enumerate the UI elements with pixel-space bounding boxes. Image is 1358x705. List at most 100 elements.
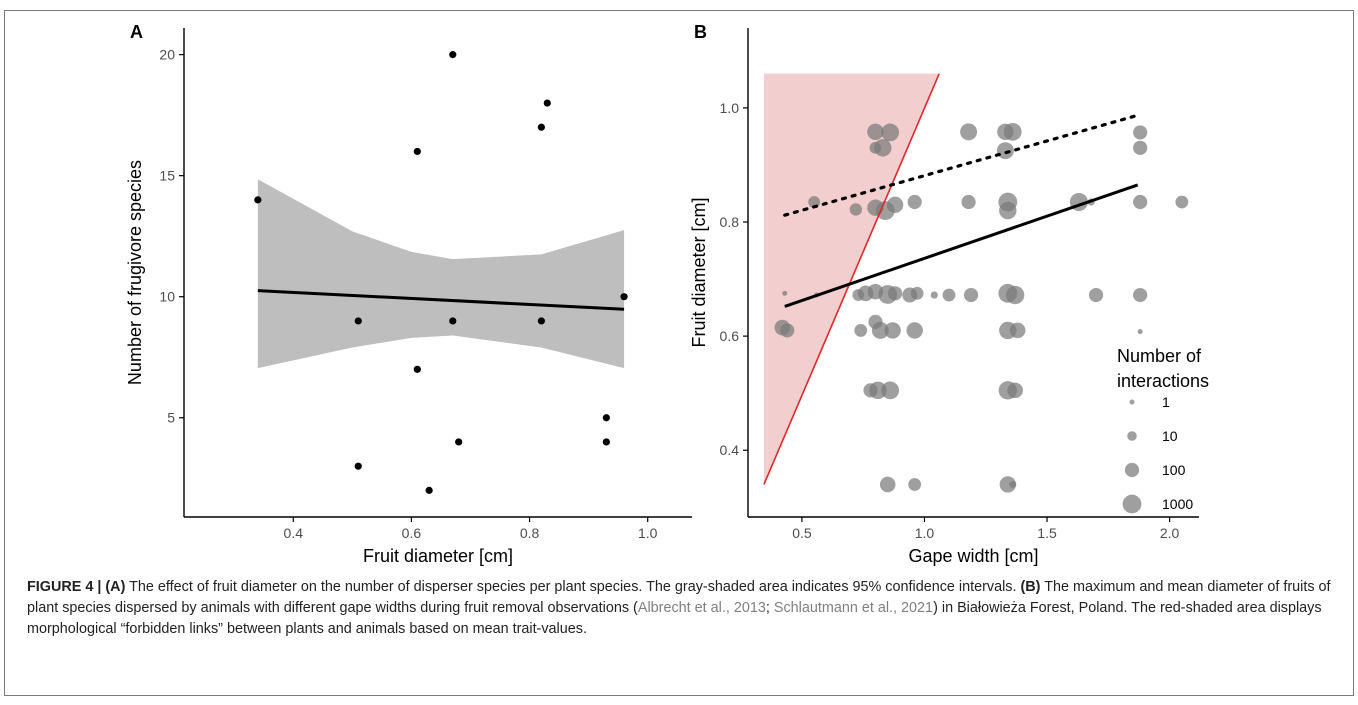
data-point: [602, 414, 610, 422]
caption-panel-a-tag: (A): [105, 579, 126, 595]
data-point: [413, 147, 421, 156]
interaction-point: [910, 286, 924, 300]
caption-reference-link[interactable]: Schlautmann et al., 2021: [773, 600, 934, 616]
interaction-point: [999, 201, 1017, 220]
legend-title-line: Number of: [1117, 346, 1202, 366]
x-tick-label: 0.6: [402, 525, 422, 541]
interaction-point: [1175, 195, 1189, 209]
data-point: [449, 51, 457, 59]
interaction-point: [1009, 480, 1017, 489]
x-tick-label: 1.0: [638, 525, 658, 541]
x-axis-title: Fruit diameter [cm]: [363, 546, 513, 566]
interaction-point: [869, 381, 887, 400]
interaction-point: [1133, 125, 1148, 140]
x-axis-title: Gape width [cm]: [908, 546, 1038, 566]
legend-key-circle: [1127, 431, 1137, 441]
interaction-point: [999, 476, 1017, 493]
interaction-point: [1133, 194, 1148, 210]
interaction-point: [879, 476, 896, 493]
interaction-point: [906, 322, 923, 339]
interaction-point: [849, 203, 863, 216]
y-tick-label: 15: [159, 168, 175, 184]
interaction-point: [854, 324, 868, 337]
y-tick-label: 0.6: [720, 328, 740, 344]
legend-key-circle: [1124, 462, 1140, 478]
data-point: [354, 462, 362, 470]
y-tick-label: 0.8: [720, 214, 740, 230]
interaction-point: [1133, 140, 1148, 155]
data-point: [602, 438, 610, 446]
mean-fit-line: [784, 183, 1139, 308]
regression-line: [257, 289, 625, 311]
interaction-point: [1088, 287, 1104, 303]
figure-caption: FIGURE 4 | (A) The effect of fruit diame…: [27, 577, 1337, 640]
data-point: [254, 196, 262, 204]
x-tick-label: 2.0: [1160, 525, 1180, 541]
interaction-point: [871, 321, 889, 339]
caption-separator: ;: [765, 600, 774, 616]
x-tick-label: 0.4: [284, 525, 304, 541]
interaction-point: [881, 123, 900, 142]
interaction-point: [881, 381, 900, 400]
interaction-point: [996, 142, 1014, 160]
y-tick-label: 20: [159, 47, 175, 63]
interaction-point: [1137, 329, 1143, 335]
interaction-point: [961, 194, 976, 210]
caption-panel-b-tag: (B): [1020, 579, 1041, 595]
y-tick-label: 1.0: [720, 100, 740, 116]
interaction-point: [884, 322, 901, 339]
legend-title-line: interactions: [1117, 371, 1209, 391]
y-tick-label: 0.4: [720, 442, 740, 458]
legend-key-circle: [1122, 494, 1142, 514]
data-point: [620, 293, 628, 301]
interaction-point: [1005, 285, 1025, 305]
data-point: [543, 99, 551, 107]
panel-label: B: [694, 22, 707, 42]
data-point: [537, 317, 545, 325]
caption-label: FIGURE 4 |: [27, 579, 106, 595]
data-point: [537, 123, 545, 131]
caption-part-c: ) in Białowieża Forest, Poland. The red-…: [27, 600, 1322, 637]
legend-label: 1000: [1162, 496, 1193, 512]
interaction-point: [963, 287, 979, 303]
y-axis-title: Fruit diameter [cm]: [689, 197, 709, 347]
interaction-point: [867, 123, 884, 141]
x-tick-label: 0.8: [520, 525, 540, 541]
y-tick-label: 5: [167, 410, 175, 426]
data-point: [449, 317, 457, 325]
legend-label: 10: [1162, 428, 1178, 444]
interaction-point: [780, 323, 795, 338]
interaction-point: [782, 290, 788, 296]
interaction-point: [874, 139, 892, 157]
interaction-point: [886, 196, 904, 214]
data-point: [455, 438, 463, 446]
interaction-point: [942, 288, 956, 302]
x-tick-label: 1.5: [1037, 525, 1057, 541]
y-axis-title: Number of frugivore species: [125, 160, 145, 385]
interaction-point: [1003, 122, 1022, 141]
data-point: [413, 365, 421, 373]
forbidden-boundary-line: [763, 73, 940, 485]
caption-part-a: The effect of fruit diameter on the numb…: [125, 579, 1021, 595]
confidence-band: [257, 179, 625, 369]
y-tick-label: 10: [159, 289, 175, 305]
max-fit-line: [783, 113, 1140, 217]
interaction-point: [887, 286, 903, 301]
interaction-point: [908, 478, 922, 491]
interaction-point: [907, 194, 922, 210]
legend-label: 100: [1162, 462, 1186, 478]
panel-label: A: [130, 22, 143, 42]
caption-part-b: The maximum and mean diameter of fruits …: [27, 579, 1331, 616]
panel-b-chart: 0.5 1.0 1.5 2.0 0.4 0.6 0.8 1.0 Gape width [cm] F…: [689, 22, 1209, 566]
interaction-point: [1007, 382, 1023, 399]
data-point: [425, 486, 433, 494]
legend-key-circle: [1129, 399, 1135, 405]
x-tick-label: 0.5: [792, 525, 812, 541]
interaction-point: [1009, 322, 1026, 339]
panel-a-chart: 0.4 0.6 0.8 1.0 5 10 15 20 Fruit diameter [cm] Nu…: [125, 22, 692, 566]
data-point: [354, 317, 362, 325]
interaction-point: [1133, 287, 1148, 303]
caption-reference-link[interactable]: Albrecht et al., 2013: [637, 600, 766, 616]
interaction-point: [930, 291, 938, 299]
